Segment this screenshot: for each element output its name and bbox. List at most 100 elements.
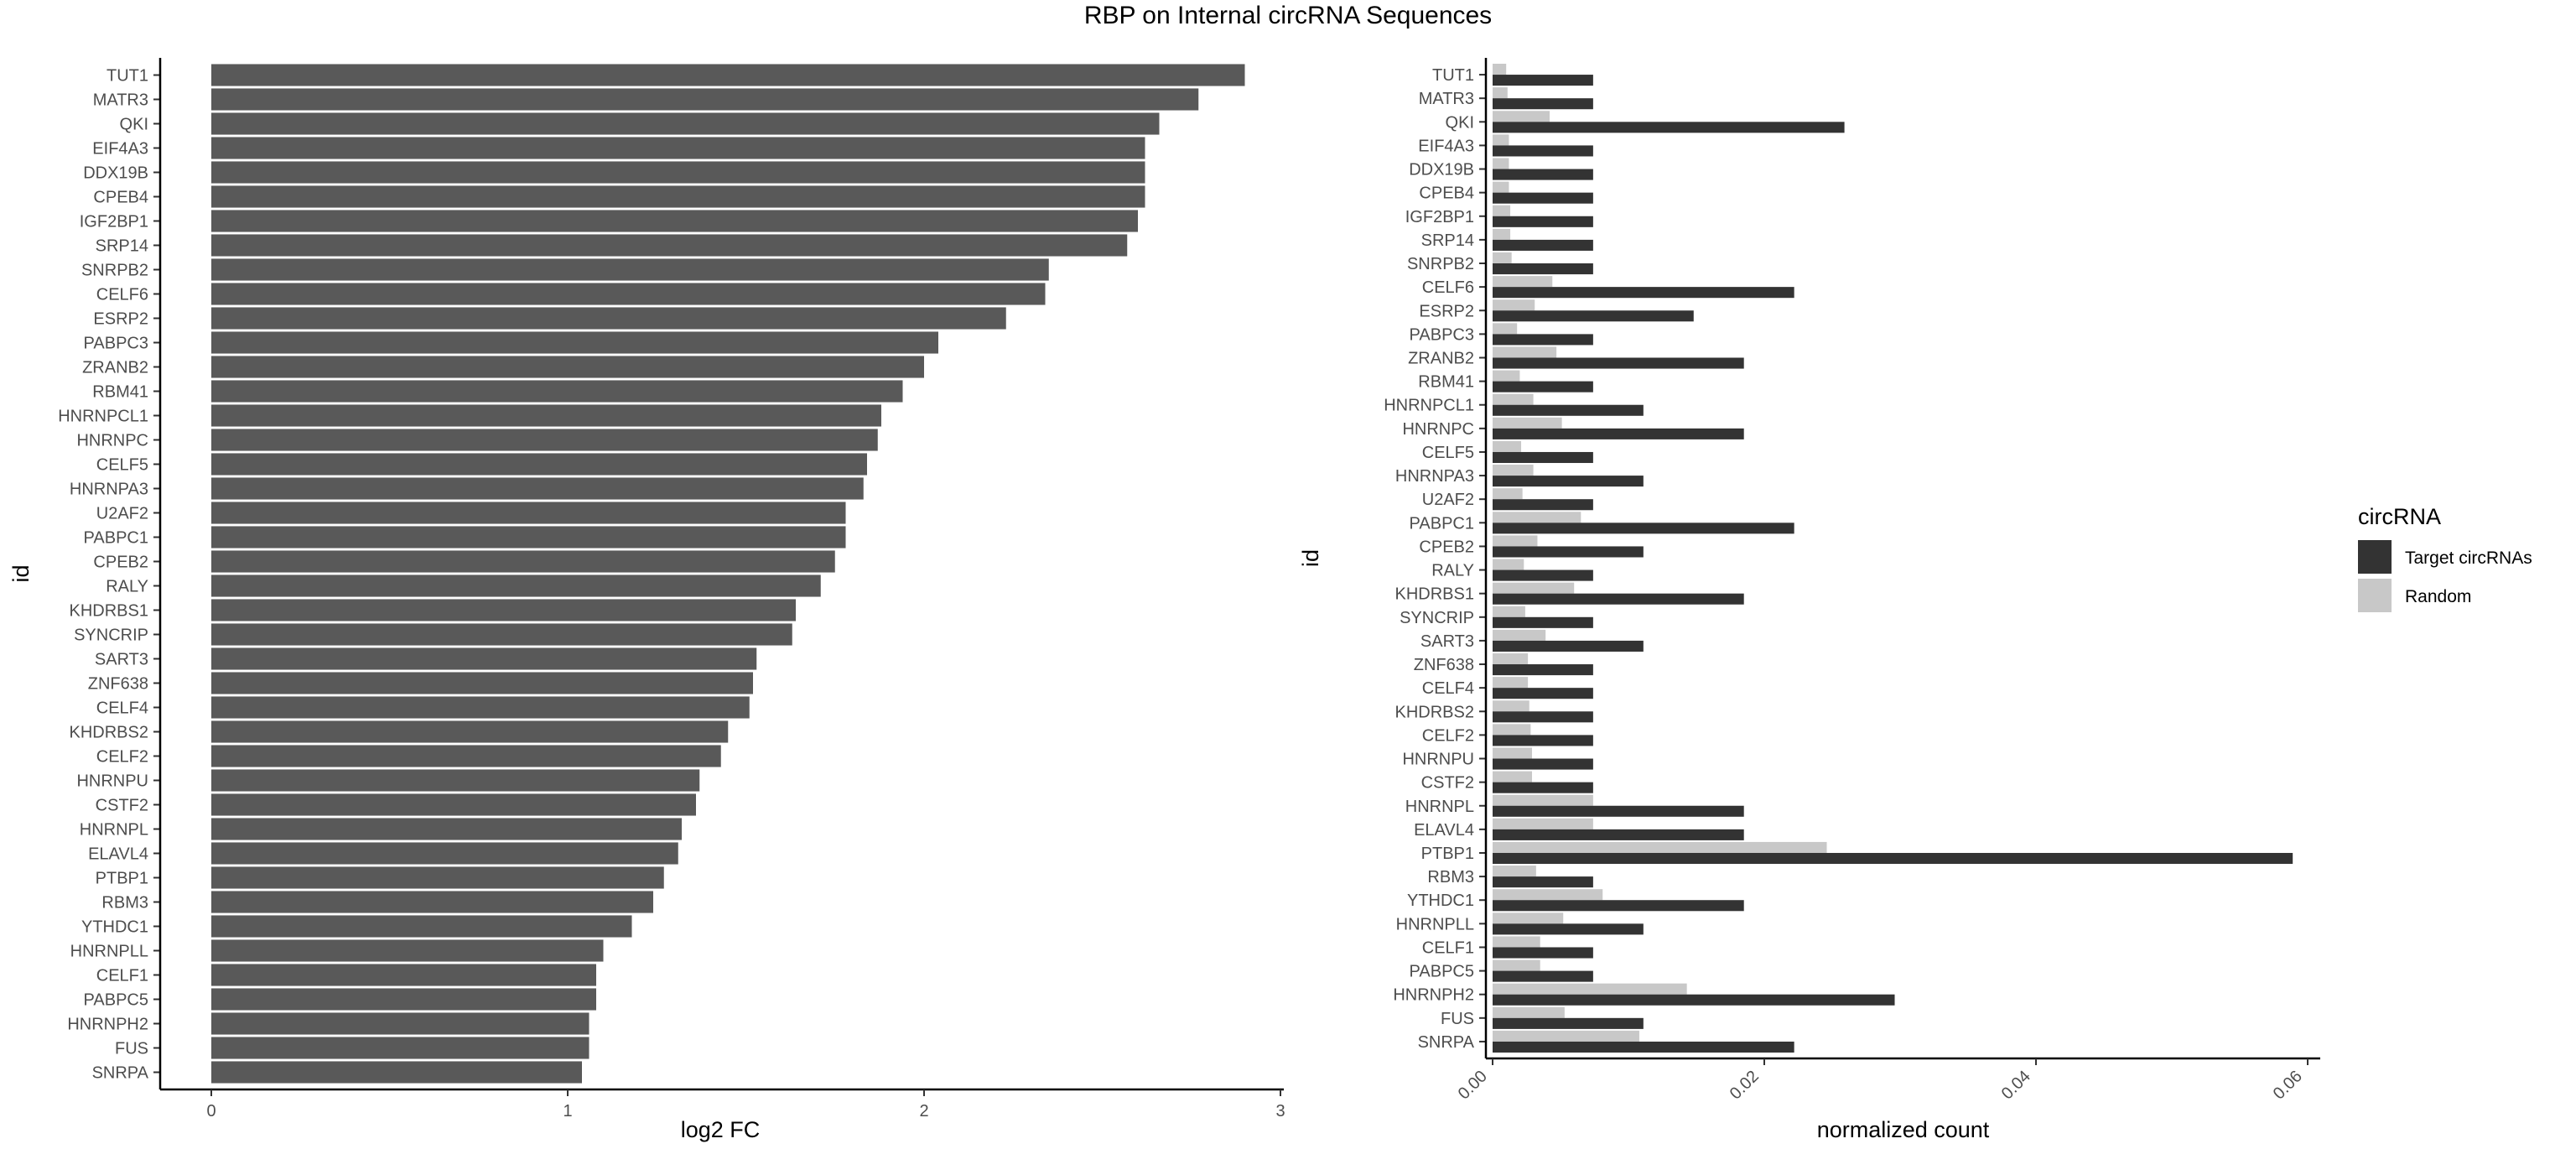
y-tick-label: PTBP1 [96, 870, 148, 888]
bar-random [1493, 983, 1687, 995]
bar-random [1493, 794, 1593, 806]
x-tick-label: 0.00 [1455, 1067, 1491, 1103]
bar [211, 258, 1049, 281]
bar [211, 745, 721, 767]
y-tick-label: SRP14 [96, 237, 148, 256]
bar-target [1493, 593, 1744, 605]
y-tick-label: HNRNPLL [1396, 915, 1474, 933]
bar-random [1493, 440, 1522, 452]
bar-random [1493, 747, 1532, 759]
y-tick-label: MATR3 [93, 91, 148, 110]
bar-target [1493, 169, 1593, 180]
bar-random [1493, 299, 1535, 311]
bar-target [1493, 970, 1593, 982]
y-tick-label: HNRNPH2 [1393, 986, 1474, 1005]
legend-swatch-target [2358, 540, 2392, 574]
bar-random [1493, 370, 1520, 382]
y-tick-label: HNRNPC [76, 432, 148, 450]
y-tick-label: RBM41 [1418, 373, 1474, 392]
y-tick-label: CELF6 [96, 286, 148, 304]
bar-target [1493, 381, 1593, 393]
bar-random [1493, 512, 1581, 523]
y-tick-label: CELF2 [96, 748, 148, 767]
bar [211, 574, 821, 597]
y-tick-label: PABPC5 [1410, 963, 1474, 981]
bar [211, 769, 700, 792]
bar-random [1493, 64, 1507, 75]
bar [211, 988, 596, 1011]
bar-target [1493, 664, 1593, 676]
bar [211, 866, 664, 889]
bar-random [1493, 535, 1538, 547]
y-tick-label: CELF6 [1422, 278, 1474, 297]
bar-target [1493, 735, 1593, 746]
y-tick-label: KHDRBS2 [1395, 703, 1474, 721]
y-tick-label: HNRNPU [76, 772, 148, 791]
y-tick-label: HNRNPCL1 [1384, 397, 1474, 415]
bar-random [1493, 841, 1827, 853]
x-tick-label: 0.04 [1998, 1067, 2034, 1103]
bar [211, 429, 878, 451]
bar [211, 283, 1046, 305]
bar [211, 818, 682, 840]
y-tick-label: EIF4A3 [92, 140, 148, 159]
bar-random [1493, 1030, 1639, 1042]
bar-target [1493, 569, 1593, 581]
y-tick-label: CPEB4 [93, 189, 148, 207]
bar-random [1493, 465, 1534, 476]
bar-target [1493, 499, 1593, 511]
bar-target [1493, 75, 1593, 86]
bar-random [1493, 889, 1603, 901]
y-tick-label: PTBP1 [1421, 845, 1474, 863]
y-tick-label: CSTF2 [96, 797, 148, 815]
legend-title: circRNA [2358, 504, 2441, 529]
x-tick-label: 1 [563, 1102, 572, 1120]
y-tick-label: ESRP2 [93, 310, 148, 329]
y-tick-label: RBM41 [92, 383, 148, 402]
y-tick-label: SRP14 [1421, 231, 1474, 250]
y-tick-label: HNRNPA3 [70, 481, 148, 499]
bar-target [1493, 923, 1644, 935]
bar-target [1493, 451, 1593, 464]
y-tick-label: CELF1 [1422, 938, 1474, 957]
bar-random [1493, 346, 1557, 358]
y-tick-label: IGF2BP1 [1405, 208, 1474, 226]
y-tick-label: CPEB4 [1419, 185, 1474, 203]
y-tick-label: HNRNPL [80, 821, 148, 840]
bar-target [1493, 758, 1593, 770]
x-tick-label: 0.06 [2270, 1067, 2306, 1103]
y-tick-label: SYNCRIP [74, 626, 148, 645]
bar-random [1493, 205, 1511, 216]
x-axis-title: log2 FC [681, 1117, 761, 1142]
y-tick-label: ELAVL4 [88, 845, 148, 864]
bar-target [1493, 616, 1593, 628]
y-tick-label: ZNF638 [1414, 656, 1474, 674]
bar-target [1493, 805, 1744, 817]
bar-target [1493, 404, 1644, 416]
bar-random [1493, 912, 1564, 924]
x-tick-label: 0 [206, 1102, 216, 1120]
y-tick-label: ZRANB2 [1408, 349, 1474, 367]
bar-target [1493, 523, 1794, 534]
bar-target [1493, 688, 1593, 699]
x-axis-title: normalized count [1817, 1117, 1990, 1142]
y-tick-label: KHDRBS1 [70, 602, 148, 621]
legend-label-random: Random [2405, 587, 2471, 606]
y-tick-label: SNRPA [1418, 1033, 1475, 1052]
bar-target [1493, 900, 1744, 912]
legend-label-target: Target circRNAs [2405, 549, 2532, 568]
bar-random [1493, 936, 1540, 948]
y-tick-label: HNRNPC [1402, 420, 1474, 439]
bar-random [1493, 866, 1536, 877]
bar [211, 502, 846, 524]
y-tick-label: DDX19B [83, 164, 148, 183]
bar-target [1493, 947, 1593, 959]
chart-title: RBP on Internal circRNA Sequences [1083, 2, 1493, 29]
bar-random [1493, 818, 1593, 829]
bar-target [1493, 782, 1593, 793]
y-axis-title: id [8, 564, 34, 582]
bar [211, 112, 1160, 135]
bar-target [1493, 476, 1644, 487]
bar [211, 453, 867, 476]
